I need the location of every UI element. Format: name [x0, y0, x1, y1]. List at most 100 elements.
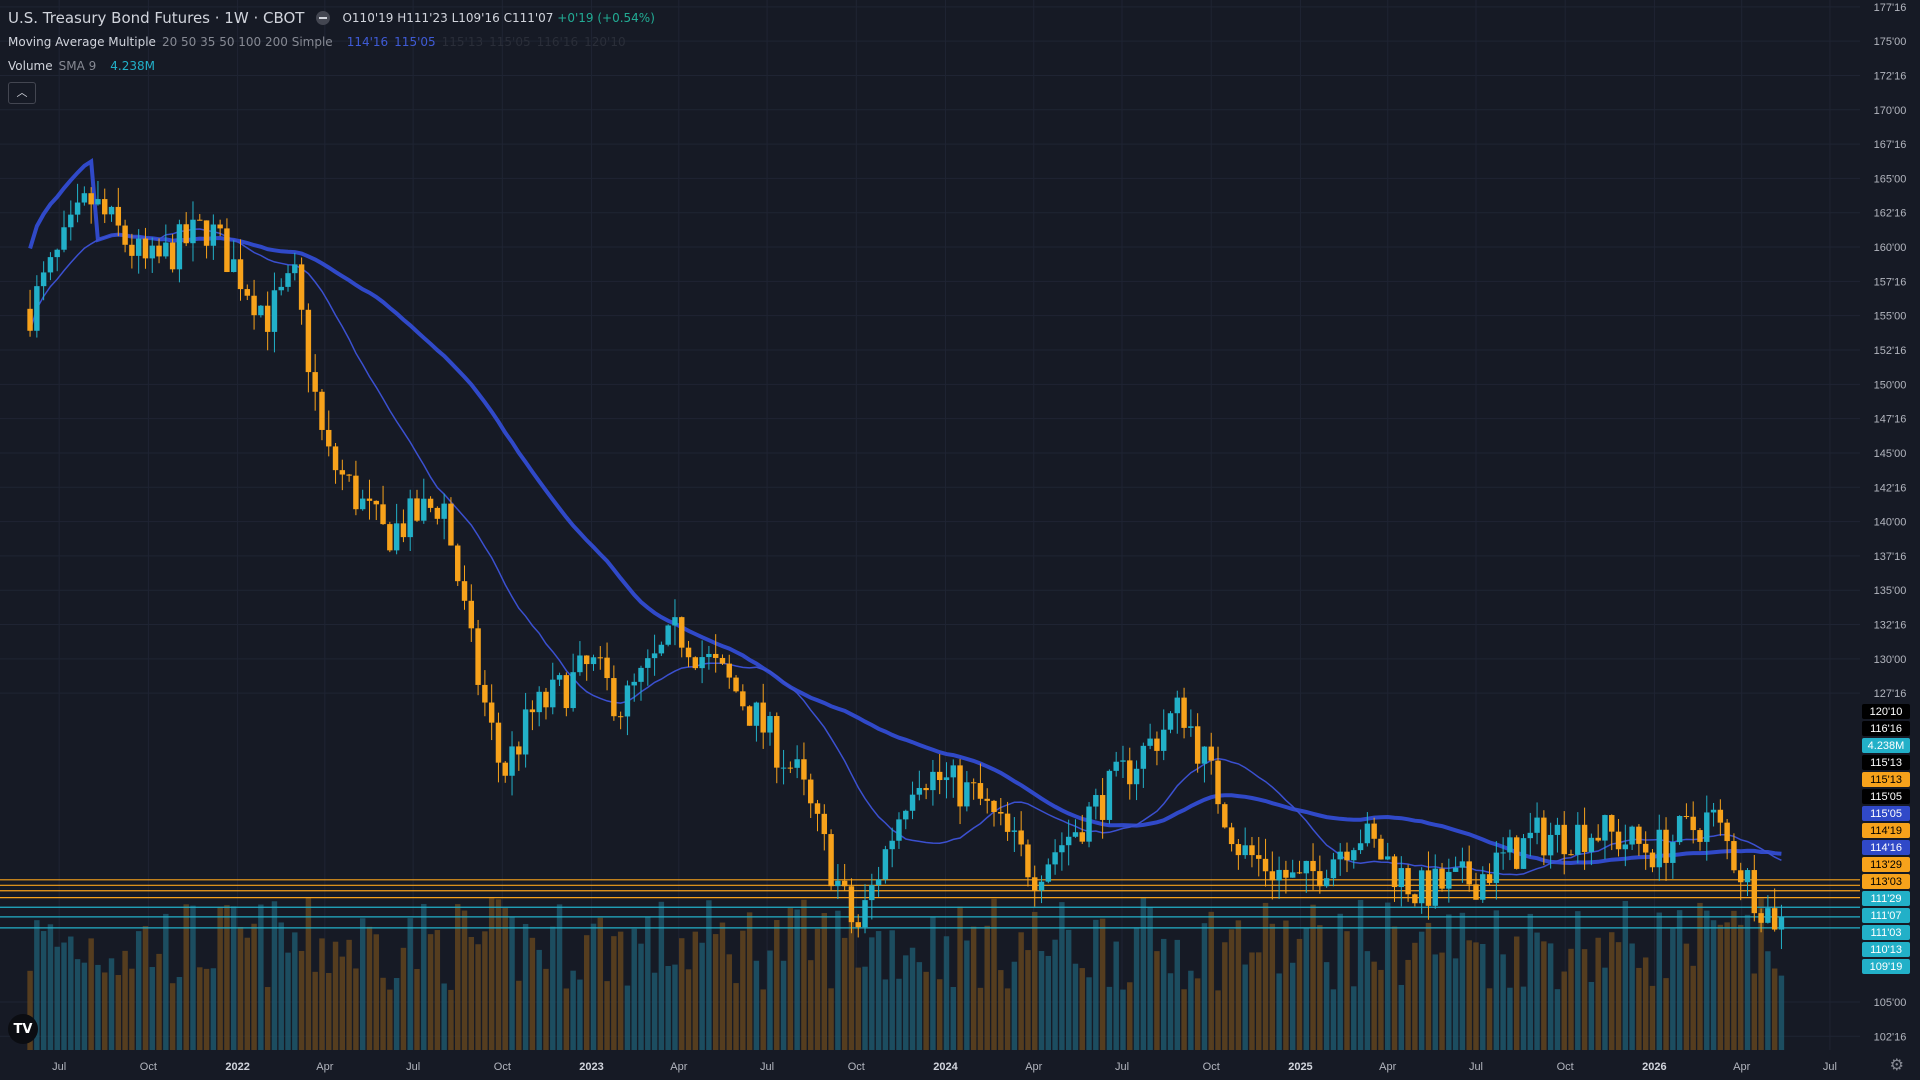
volume-bar [1378, 969, 1384, 1050]
volume-bar [841, 937, 848, 1050]
volume-bar [421, 903, 427, 1050]
volume-bar [753, 960, 760, 1050]
volume-bar [712, 934, 719, 1050]
volume-bar [129, 968, 135, 1050]
ma-20-line [29, 228, 1782, 876]
candle-body [590, 657, 597, 665]
candle-body [455, 545, 461, 582]
volume-bar [54, 946, 60, 1050]
candle-body [1405, 868, 1411, 895]
volume-bar [251, 923, 257, 1050]
volume-bar [1222, 942, 1228, 1050]
volume-bar [1480, 943, 1486, 1050]
volume-bar [516, 980, 522, 1050]
volume-bar [142, 926, 149, 1050]
candle-body [81, 193, 88, 203]
volume-bar [1500, 954, 1506, 1050]
volume-bar [1337, 913, 1343, 1050]
candle-body [733, 677, 739, 692]
volume-bar [665, 966, 671, 1050]
time-tick-label: Oct [1203, 1061, 1220, 1073]
volume-bar [875, 931, 882, 1050]
candle-body [1656, 829, 1662, 868]
candle-body [353, 475, 359, 510]
volume-bar [1364, 951, 1371, 1050]
volume-bar [733, 983, 739, 1050]
volume-bar [1099, 918, 1106, 1050]
candle-body [957, 765, 963, 807]
candle-body [1425, 870, 1432, 906]
price-tag [1862, 738, 1910, 753]
volume-bar [1649, 985, 1656, 1050]
candle-body [1181, 697, 1187, 728]
volume-bar [808, 960, 814, 1050]
candle-body [1561, 824, 1567, 855]
candle-body [577, 655, 583, 673]
candle-body [305, 309, 312, 373]
volume-bar [583, 935, 590, 1050]
gear-icon[interactable]: ⚙ [1889, 1055, 1904, 1074]
volume-bar [1228, 929, 1235, 1050]
volume-bar [1622, 900, 1629, 1050]
candle-body [68, 214, 74, 228]
volume-bar [1609, 932, 1615, 1050]
candle-body [1093, 795, 1099, 807]
candle-body [40, 272, 47, 287]
volume-bar [780, 960, 787, 1050]
minus-circle-icon[interactable] [316, 11, 331, 25]
candle-body [421, 498, 427, 521]
volume-bar [896, 978, 902, 1050]
volume-bar [1160, 938, 1167, 1050]
volume-bar [1710, 920, 1717, 1050]
candle-body [203, 220, 210, 246]
price-tick-label: 157'16 [1874, 276, 1907, 288]
candle-body [1038, 881, 1045, 891]
candle-body [129, 244, 135, 256]
candle-body [1513, 837, 1520, 869]
candle-body [312, 372, 318, 392]
volume-bar [631, 928, 637, 1050]
candle-body [1018, 830, 1024, 845]
volume-bar [230, 906, 237, 1050]
volume-bar [509, 916, 515, 1050]
time-tick-label: Oct [140, 1061, 157, 1073]
volume-bar [156, 953, 162, 1050]
volume-bar [550, 926, 556, 1050]
candle-body [1676, 816, 1683, 843]
candle-body [400, 523, 407, 538]
candle-body [841, 880, 848, 887]
volume-bar [1575, 911, 1581, 1050]
candle-body [244, 289, 251, 296]
candle-body [54, 249, 60, 258]
candle-body [346, 474, 352, 476]
ma-legend-row[interactable]: Moving Average Multiple 20 50 35 50 100 … [8, 30, 655, 54]
volume-bar [1446, 914, 1452, 1050]
volume-bar [1758, 898, 1764, 1050]
time-tick-label: Apr [1025, 1061, 1042, 1073]
volume-bar [977, 987, 984, 1050]
volume-bar [47, 924, 54, 1050]
symbol-title[interactable]: U.S. Treasury Bond Futures · 1W · CBOT [8, 9, 305, 27]
volume-bar [115, 975, 122, 1050]
volume-bar [407, 918, 413, 1050]
candle-body [468, 600, 475, 629]
candle-body [1771, 908, 1778, 930]
candle-body [699, 657, 705, 669]
volume-bar [108, 958, 115, 1050]
volume-legend-row[interactable]: Volume SMA 9 4.238M [8, 54, 655, 78]
candle-body [923, 787, 929, 791]
volume-bar [936, 979, 943, 1050]
volume-bar [1045, 955, 1052, 1050]
candle-body [1547, 834, 1554, 856]
time-axis: Jul Oct 2022 Apr Jul Oct 2023 Apr Jul Oct 2024 Apr J… [52, 1061, 1837, 1073]
ma-value-1: 114'16 [346, 35, 389, 49]
candle-body [1541, 817, 1547, 856]
candle-body [1663, 829, 1669, 863]
candle-body [414, 498, 420, 521]
candle-body [1738, 870, 1744, 883]
chevron-up-icon[interactable]: ︿ [8, 82, 36, 104]
tradingview-logo[interactable]: TV [8, 1014, 38, 1044]
volume-bar [1385, 902, 1391, 1050]
volume-bar [176, 977, 183, 1050]
